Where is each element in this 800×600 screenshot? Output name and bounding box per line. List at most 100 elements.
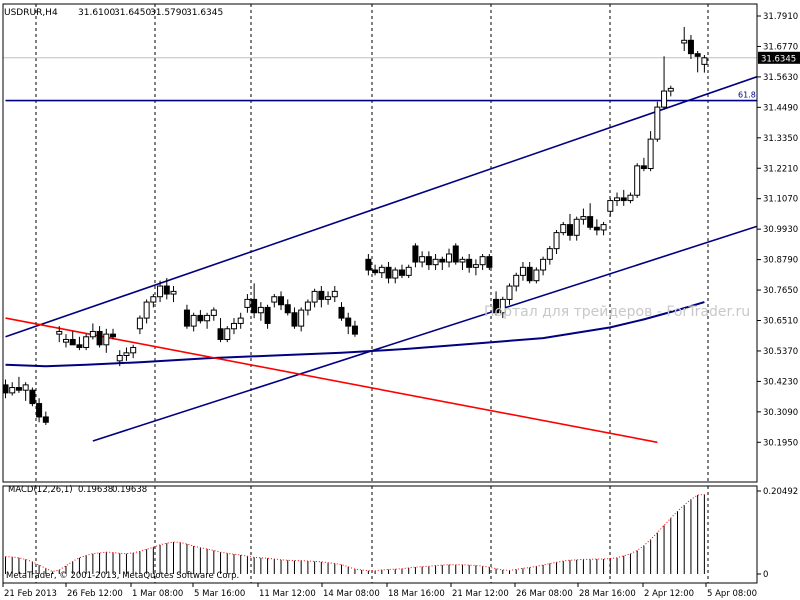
current-price-tag <box>758 51 800 64</box>
candle-body-bull <box>479 256 486 266</box>
candle <box>560 221 567 236</box>
candle-body-bear <box>76 344 83 348</box>
candle-body-bull <box>116 354 123 362</box>
candle-body-bull <box>499 298 506 314</box>
price-tick-label: 30.7650 <box>763 286 798 296</box>
candle <box>136 315 143 335</box>
time-tick-label: 26 Feb 12:00 <box>67 589 123 599</box>
candle-body-bull <box>634 165 641 196</box>
time-tick-label: 21 Feb 2013 <box>4 589 57 599</box>
candle-body-bear <box>345 317 352 327</box>
candle <box>123 347 130 361</box>
candle-body-bull <box>419 256 426 263</box>
candle-body-bull <box>513 274 520 287</box>
price-tick-label: 30.1950 <box>763 438 798 448</box>
candle <box>62 334 69 348</box>
symbol-label: USDRUR,H4 <box>4 8 58 18</box>
candle-body-bear <box>217 328 224 340</box>
candle <box>385 262 392 284</box>
candle-body-bear <box>29 389 36 405</box>
candle <box>69 331 76 346</box>
candle <box>9 382 16 396</box>
candle <box>681 26 688 51</box>
candle-body-bull <box>224 328 231 340</box>
price-tick-label: 31.4490 <box>763 103 798 113</box>
candle-body-bull <box>546 248 553 260</box>
macd-value-1: 0.19638 <box>78 485 113 495</box>
time-tick-label: 26 Mar 08:00 <box>516 589 573 599</box>
candle-body-bull <box>157 285 164 298</box>
candle-body-bear <box>452 245 459 263</box>
candle-body-bull <box>560 224 567 234</box>
price-tick-label: 30.9930 <box>763 225 798 235</box>
candle-body-bull <box>331 290 338 298</box>
candle <box>311 288 318 308</box>
macd-pane-frame <box>2 485 758 584</box>
macd-value-2: 0.19638 <box>112 485 147 495</box>
candle-body-bear <box>3 384 9 394</box>
price-tick-label: 30.5370 <box>763 347 798 357</box>
macd-title: MACD(12,26,1) <box>8 485 73 495</box>
candle <box>466 253 473 273</box>
time-tick-label: 2 Apr 12:00 <box>644 589 694 599</box>
candle-body-bull <box>210 309 217 316</box>
candle-body-bull <box>573 218 580 236</box>
candle-body-bear <box>351 325 358 335</box>
candle-body-bear <box>197 314 204 322</box>
candle <box>661 56 668 110</box>
candle <box>338 302 345 321</box>
candle <box>284 299 291 316</box>
chart-overlay: USDRUR,H4 31.6100 31.6450 31.5790 31.634… <box>4 8 800 581</box>
moving-average-line <box>5 301 705 368</box>
candle-body-bull <box>627 194 634 202</box>
candle <box>519 262 526 281</box>
candle <box>217 318 224 343</box>
candle <box>614 192 621 206</box>
candle <box>36 398 43 423</box>
candle <box>42 411 49 425</box>
candle-body-bear <box>15 387 22 391</box>
channel-lower-line <box>92 225 757 442</box>
candle <box>351 320 358 337</box>
candle-body-bear <box>412 245 419 263</box>
time-tick-label: 28 Mar 16:00 <box>579 589 636 599</box>
candle-body-bull <box>123 352 130 356</box>
candle-body-bull <box>661 90 668 108</box>
candle-body-bull <box>432 258 439 266</box>
channel-upper-line <box>5 75 757 338</box>
candle <box>89 323 96 340</box>
copyright-label: MetaTrader, © 2001-2013, MetaQuotes Soft… <box>6 571 239 581</box>
price-tick-label: 31.1070 <box>763 195 798 205</box>
ohlc-high: 31.6450 <box>114 8 151 18</box>
candle <box>419 251 426 268</box>
candle-body-bull <box>298 309 305 327</box>
candle <box>580 208 587 225</box>
candle-body-bull <box>257 306 264 314</box>
candle <box>210 307 217 321</box>
candle-body-bear <box>687 39 694 55</box>
candle <box>526 262 533 284</box>
candle <box>499 296 506 319</box>
fib-level-label: 61.8 <box>738 91 756 100</box>
candle <box>372 264 379 276</box>
candle <box>271 294 278 308</box>
time-tick-label: 21 Mar 12:00 <box>452 589 509 599</box>
macd-signal-line <box>5 494 705 573</box>
macd-tick-label: 0.20492 <box>763 487 798 497</box>
candle-body-bull <box>89 330 96 338</box>
candle <box>687 34 694 60</box>
candle <box>264 304 271 329</box>
candle-body-bear <box>36 403 43 418</box>
candle-body-bear <box>385 266 392 279</box>
candle <box>237 312 244 329</box>
time-tick-label: 18 Mar 16:00 <box>388 589 445 599</box>
watermark: Портал для трейдеров - ForTrader.ru <box>484 304 750 320</box>
candle-body-bear <box>566 224 573 236</box>
candle <box>3 379 9 399</box>
candle <box>103 328 110 353</box>
candle <box>22 382 29 401</box>
price-tick-label: 30.6510 <box>763 317 798 327</box>
candle <box>76 336 83 351</box>
candle <box>251 283 258 319</box>
